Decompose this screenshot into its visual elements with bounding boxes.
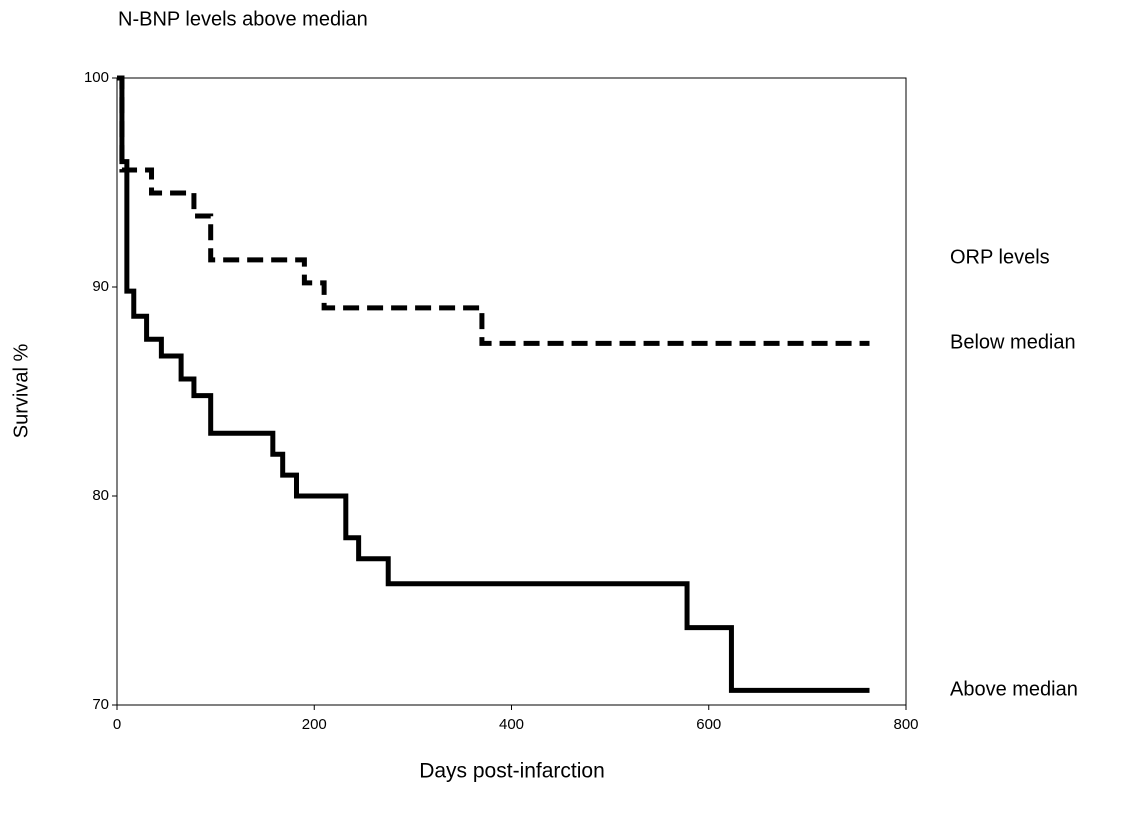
x-tick-label: 0 [113, 716, 121, 733]
survival-line [117, 75, 870, 693]
chart-title: N-BNP levels above median [118, 8, 368, 30]
y-tick-label: 100 [84, 69, 109, 86]
survival-line [117, 75, 870, 346]
y-axis-label: Survival % [10, 344, 32, 439]
x-tick-label: 200 [302, 716, 327, 733]
legend-title: ORP levels [950, 246, 1050, 268]
y-tick-label: 90 [92, 278, 109, 295]
x-tick-label: 400 [499, 716, 524, 733]
x-axis-label: Days post-infarction [419, 760, 605, 783]
x-tick-label: 600 [696, 716, 721, 733]
y-tick-label: 80 [92, 487, 109, 504]
y-tick-label: 70 [92, 696, 109, 713]
legend-label: Below median [950, 332, 1076, 354]
plot-frame [116, 77, 907, 706]
legend-label: Above median [950, 679, 1078, 701]
x-tick-label: 800 [893, 716, 918, 733]
